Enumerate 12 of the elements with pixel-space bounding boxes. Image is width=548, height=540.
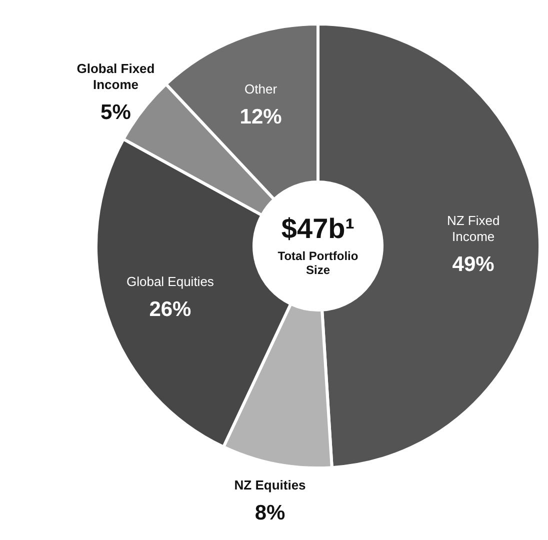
slice-label: Global Equities: [126, 274, 214, 290]
slice-label: Other: [244, 82, 278, 97]
slice-label: Global Fixed Income: [76, 61, 155, 92]
slice-label: NZ Fixed Income: [446, 213, 500, 244]
data-label: 12%: [240, 106, 282, 129]
data-label: 26%: [149, 298, 192, 322]
data-label: 49%: [452, 253, 495, 276]
data-label: 8%: [254, 501, 286, 524]
text: $47b¹: [281, 213, 355, 244]
text: Total Portfolio Size: [278, 249, 358, 277]
data-label: 5%: [100, 101, 132, 124]
slice-label: NZ Equities: [234, 477, 306, 492]
